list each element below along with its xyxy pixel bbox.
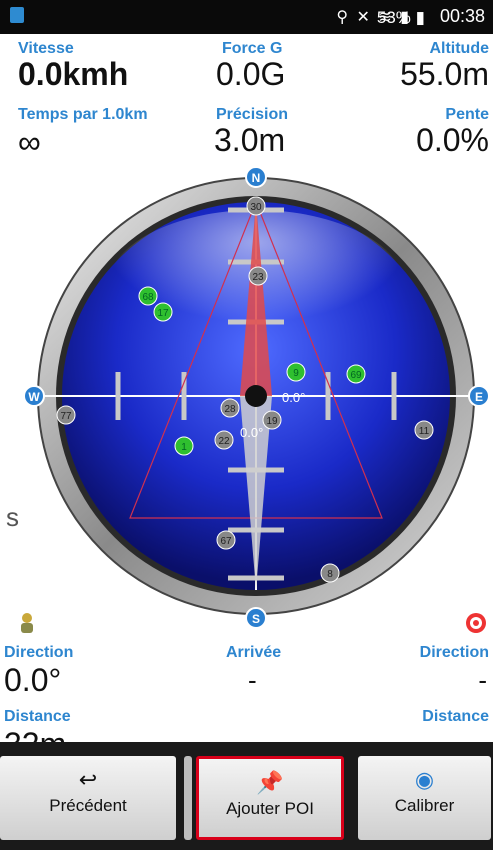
center-pivot (245, 385, 267, 407)
satellite-67: 67 (216, 530, 236, 550)
user-position-icon (18, 612, 36, 634)
vitesse-label: Vitesse (18, 40, 74, 57)
clock: 00:38 (439, 6, 485, 26)
distance-left-label: Distance (4, 708, 71, 725)
calibrer-button[interactable]: ◉ Calibrer (358, 756, 491, 840)
satellite-id-label: 68 (142, 292, 154, 303)
cardinal-w: W (23, 385, 45, 407)
force-g-label: Force G (222, 40, 283, 57)
satellite-69: 69 (346, 364, 366, 384)
satellite-28: 28 (220, 398, 240, 418)
satellite-id-label: 9 (293, 368, 299, 379)
force-g-value: 0.0G (216, 56, 286, 92)
satellite-9: 9 (286, 362, 306, 382)
cardinal-e: E (468, 385, 490, 407)
satellite-30: 30 (246, 196, 266, 216)
direction-left-value: 0.0° (4, 662, 62, 698)
satellite-id-label: 1 (181, 442, 187, 453)
satellite-1: 1 (174, 436, 194, 456)
svg-text:E: E (475, 390, 483, 404)
needle-north (240, 202, 272, 396)
satellite-68: 68 (138, 286, 158, 306)
satellite-id-label: 67 (220, 536, 232, 547)
target-icon (465, 612, 487, 634)
arrivee-label: Arrivée (226, 644, 282, 661)
edge-glyph: s (6, 502, 19, 532)
vitesse-value: 0.0kmh (18, 56, 129, 92)
calibrer-label: Calibrer (394, 796, 455, 815)
satellite-id-label: 17 (157, 308, 169, 319)
temps-value: ∞ (18, 124, 41, 160)
direction-right-label: Direction (419, 644, 489, 661)
satellite-id-label: 30 (250, 202, 262, 213)
satellite-id-label: 77 (60, 411, 72, 422)
app-notification-icon (10, 7, 24, 23)
satellite-id-label: 11 (419, 426, 430, 437)
satellite-77: 77 (56, 405, 76, 425)
altitude-label: Altitude (429, 40, 489, 57)
back-arrow-icon: ↩ (78, 767, 98, 792)
satellite-id-label: 8 (327, 569, 333, 580)
satellite-id-label: 28 (224, 404, 236, 415)
satellite-23: 23 (248, 266, 268, 286)
angle-label-2: 0.0° (240, 425, 263, 440)
precision-value: 3.0m (214, 122, 286, 158)
needle-south (240, 396, 272, 590)
cardinal-s: S (245, 607, 267, 629)
satellite-19: 19 (262, 410, 282, 430)
satellite-id-label: 69 (350, 370, 362, 381)
ajouter-poi-label: Ajouter POI (226, 799, 314, 818)
satellite-22: 22 (214, 430, 234, 450)
bottom-toolbar: ↩ Précédent 📌 Ajouter POI ◉ Calibrer (0, 742, 493, 850)
pin-icon: 📌 (256, 770, 284, 795)
satellite-8: 8 (320, 563, 340, 583)
satellite-id-label: 19 (266, 416, 278, 427)
precedent-label: Précédent (49, 796, 127, 815)
direction-left-label: Direction (4, 644, 74, 661)
svg-text:S: S (252, 612, 260, 626)
button-divider (184, 756, 192, 840)
pente-label: Pente (445, 106, 489, 123)
precision-label: Précision (216, 106, 289, 123)
direction-right-value: - (478, 665, 487, 695)
precedent-button[interactable]: ↩ Précédent (0, 756, 176, 840)
satellite-11: 11 (414, 420, 434, 440)
arrivee-value: - (248, 665, 257, 695)
status-bar: ⚲ ✕ ≋ ▮ 53% ▮ 00:38 (0, 0, 493, 34)
status-icons: ⚲ ✕ ≋ ▮ (336, 9, 411, 26)
distance-right-label: Distance (422, 708, 489, 725)
battery-level: 53% ▮ (376, 8, 425, 27)
temps-label: Temps par 1.0km (18, 106, 148, 123)
cardinal-n: N (245, 166, 267, 188)
pente-value: 0.0% (416, 122, 489, 158)
satellite-id-label: 23 (252, 272, 264, 283)
globe-compass-icon: ◉ (414, 767, 435, 792)
ajouter-poi-button[interactable]: 📌 Ajouter POI (196, 756, 344, 840)
satellite-id-label: 22 (218, 436, 230, 447)
angle-label-1: 0.0° (282, 390, 305, 405)
svg-text:W: W (28, 390, 40, 404)
satellite-17: 17 (153, 302, 173, 322)
altitude-value: 55.0m (400, 56, 489, 92)
svg-text:N: N (252, 171, 261, 185)
